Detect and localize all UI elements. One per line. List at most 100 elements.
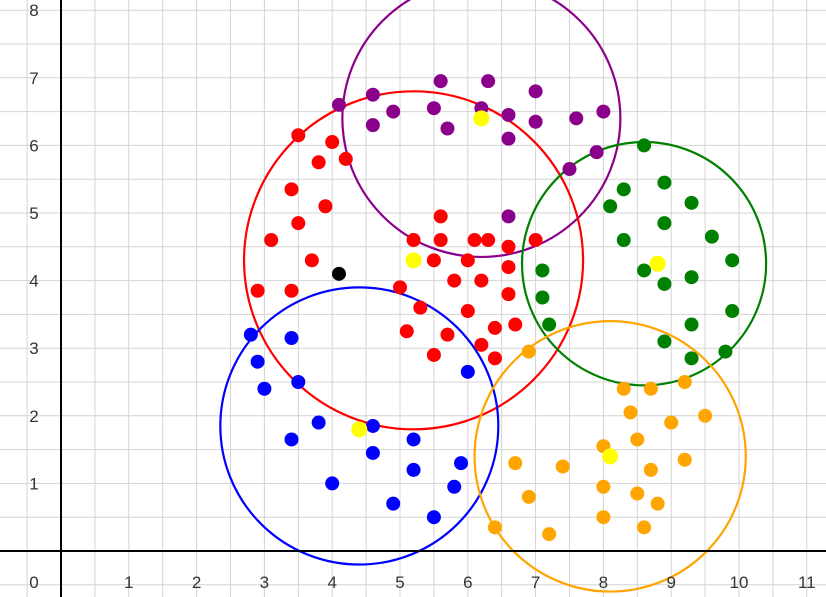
x-tick-label: 2 bbox=[192, 573, 201, 592]
data-point bbox=[467, 233, 482, 248]
data-point bbox=[684, 351, 699, 366]
data-point bbox=[433, 74, 448, 89]
data-point bbox=[643, 462, 658, 477]
data-point bbox=[284, 331, 299, 346]
data-point bbox=[535, 263, 550, 278]
data-point bbox=[596, 104, 611, 119]
x-tick-label: 6 bbox=[463, 573, 472, 592]
x-tick-label: 5 bbox=[395, 573, 404, 592]
data-point bbox=[481, 74, 496, 89]
data-point bbox=[406, 432, 421, 447]
data-point bbox=[284, 432, 299, 447]
data-point bbox=[569, 111, 584, 126]
x-tick-label: 9 bbox=[666, 573, 675, 592]
data-point bbox=[474, 337, 489, 352]
data-point bbox=[365, 118, 380, 133]
data-point bbox=[657, 276, 672, 291]
centroid-point bbox=[649, 255, 666, 272]
data-point bbox=[630, 432, 645, 447]
data-point bbox=[684, 270, 699, 285]
data-point bbox=[501, 239, 516, 254]
data-point bbox=[542, 527, 557, 542]
data-point bbox=[460, 304, 475, 319]
data-point bbox=[508, 456, 523, 471]
y-tick-label: 2 bbox=[29, 407, 38, 426]
data-point bbox=[284, 182, 299, 197]
centroid-points bbox=[351, 110, 666, 465]
data-point bbox=[291, 375, 306, 389]
data-point bbox=[250, 283, 265, 298]
data-point bbox=[501, 287, 516, 302]
x-tick-label: 8 bbox=[599, 573, 608, 592]
data-point bbox=[596, 479, 611, 494]
data-point bbox=[284, 283, 299, 298]
data-point bbox=[304, 253, 319, 268]
data-point bbox=[257, 381, 272, 396]
y-tick-label: 4 bbox=[29, 272, 38, 291]
data-point bbox=[440, 327, 455, 342]
data-point bbox=[311, 155, 326, 170]
data-point bbox=[447, 273, 462, 288]
data-point bbox=[637, 520, 652, 535]
data-point bbox=[243, 327, 258, 342]
data-point bbox=[501, 209, 516, 224]
data-point bbox=[508, 317, 523, 332]
data-point bbox=[454, 456, 469, 471]
data-point bbox=[555, 459, 570, 474]
data-point bbox=[637, 138, 652, 153]
data-point bbox=[501, 131, 516, 146]
data-point bbox=[338, 151, 353, 166]
data-point bbox=[311, 415, 326, 430]
x-tick-label: 7 bbox=[531, 573, 540, 592]
data-point bbox=[623, 405, 638, 420]
data-point bbox=[725, 304, 740, 319]
data-point bbox=[460, 253, 475, 268]
cluster-circle bbox=[473, 320, 747, 593]
centroid-point bbox=[405, 252, 422, 269]
data-point bbox=[406, 233, 421, 248]
data-point bbox=[325, 476, 340, 491]
data-point bbox=[616, 182, 631, 197]
data-point bbox=[684, 317, 699, 332]
data-point bbox=[643, 381, 658, 396]
data-point bbox=[426, 253, 441, 268]
data-point bbox=[630, 486, 645, 501]
data-point bbox=[386, 496, 401, 511]
data-point bbox=[365, 87, 380, 102]
cluster-circle bbox=[219, 286, 500, 566]
data-point bbox=[657, 216, 672, 231]
data-point bbox=[650, 496, 665, 511]
data-point bbox=[318, 199, 333, 214]
cluster-circle bbox=[242, 90, 585, 431]
centroid-point bbox=[473, 110, 490, 127]
data-point bbox=[487, 320, 502, 335]
data-point bbox=[562, 162, 577, 177]
data-point bbox=[447, 479, 462, 494]
data-point bbox=[331, 97, 346, 112]
data-point bbox=[596, 510, 611, 525]
data-point bbox=[365, 445, 380, 460]
x-tick-label: 3 bbox=[260, 573, 269, 592]
centroid-point bbox=[602, 448, 619, 465]
y-tick-label: 8 bbox=[29, 1, 38, 20]
data-point bbox=[589, 145, 604, 160]
data-point bbox=[365, 418, 380, 433]
data-point bbox=[542, 317, 557, 332]
data-point bbox=[528, 114, 543, 129]
data-point bbox=[399, 324, 414, 339]
data-points bbox=[243, 74, 740, 542]
data-point bbox=[426, 101, 441, 116]
data-point bbox=[528, 233, 543, 248]
data-point bbox=[725, 253, 740, 268]
data-point bbox=[291, 216, 306, 231]
cluster-circles bbox=[219, 0, 768, 593]
data-point bbox=[664, 415, 679, 430]
data-point bbox=[264, 233, 279, 248]
data-point bbox=[698, 408, 713, 423]
data-point bbox=[616, 381, 631, 396]
x-tick-label: 11 bbox=[798, 573, 816, 592]
y-tick-label: 7 bbox=[29, 69, 38, 88]
